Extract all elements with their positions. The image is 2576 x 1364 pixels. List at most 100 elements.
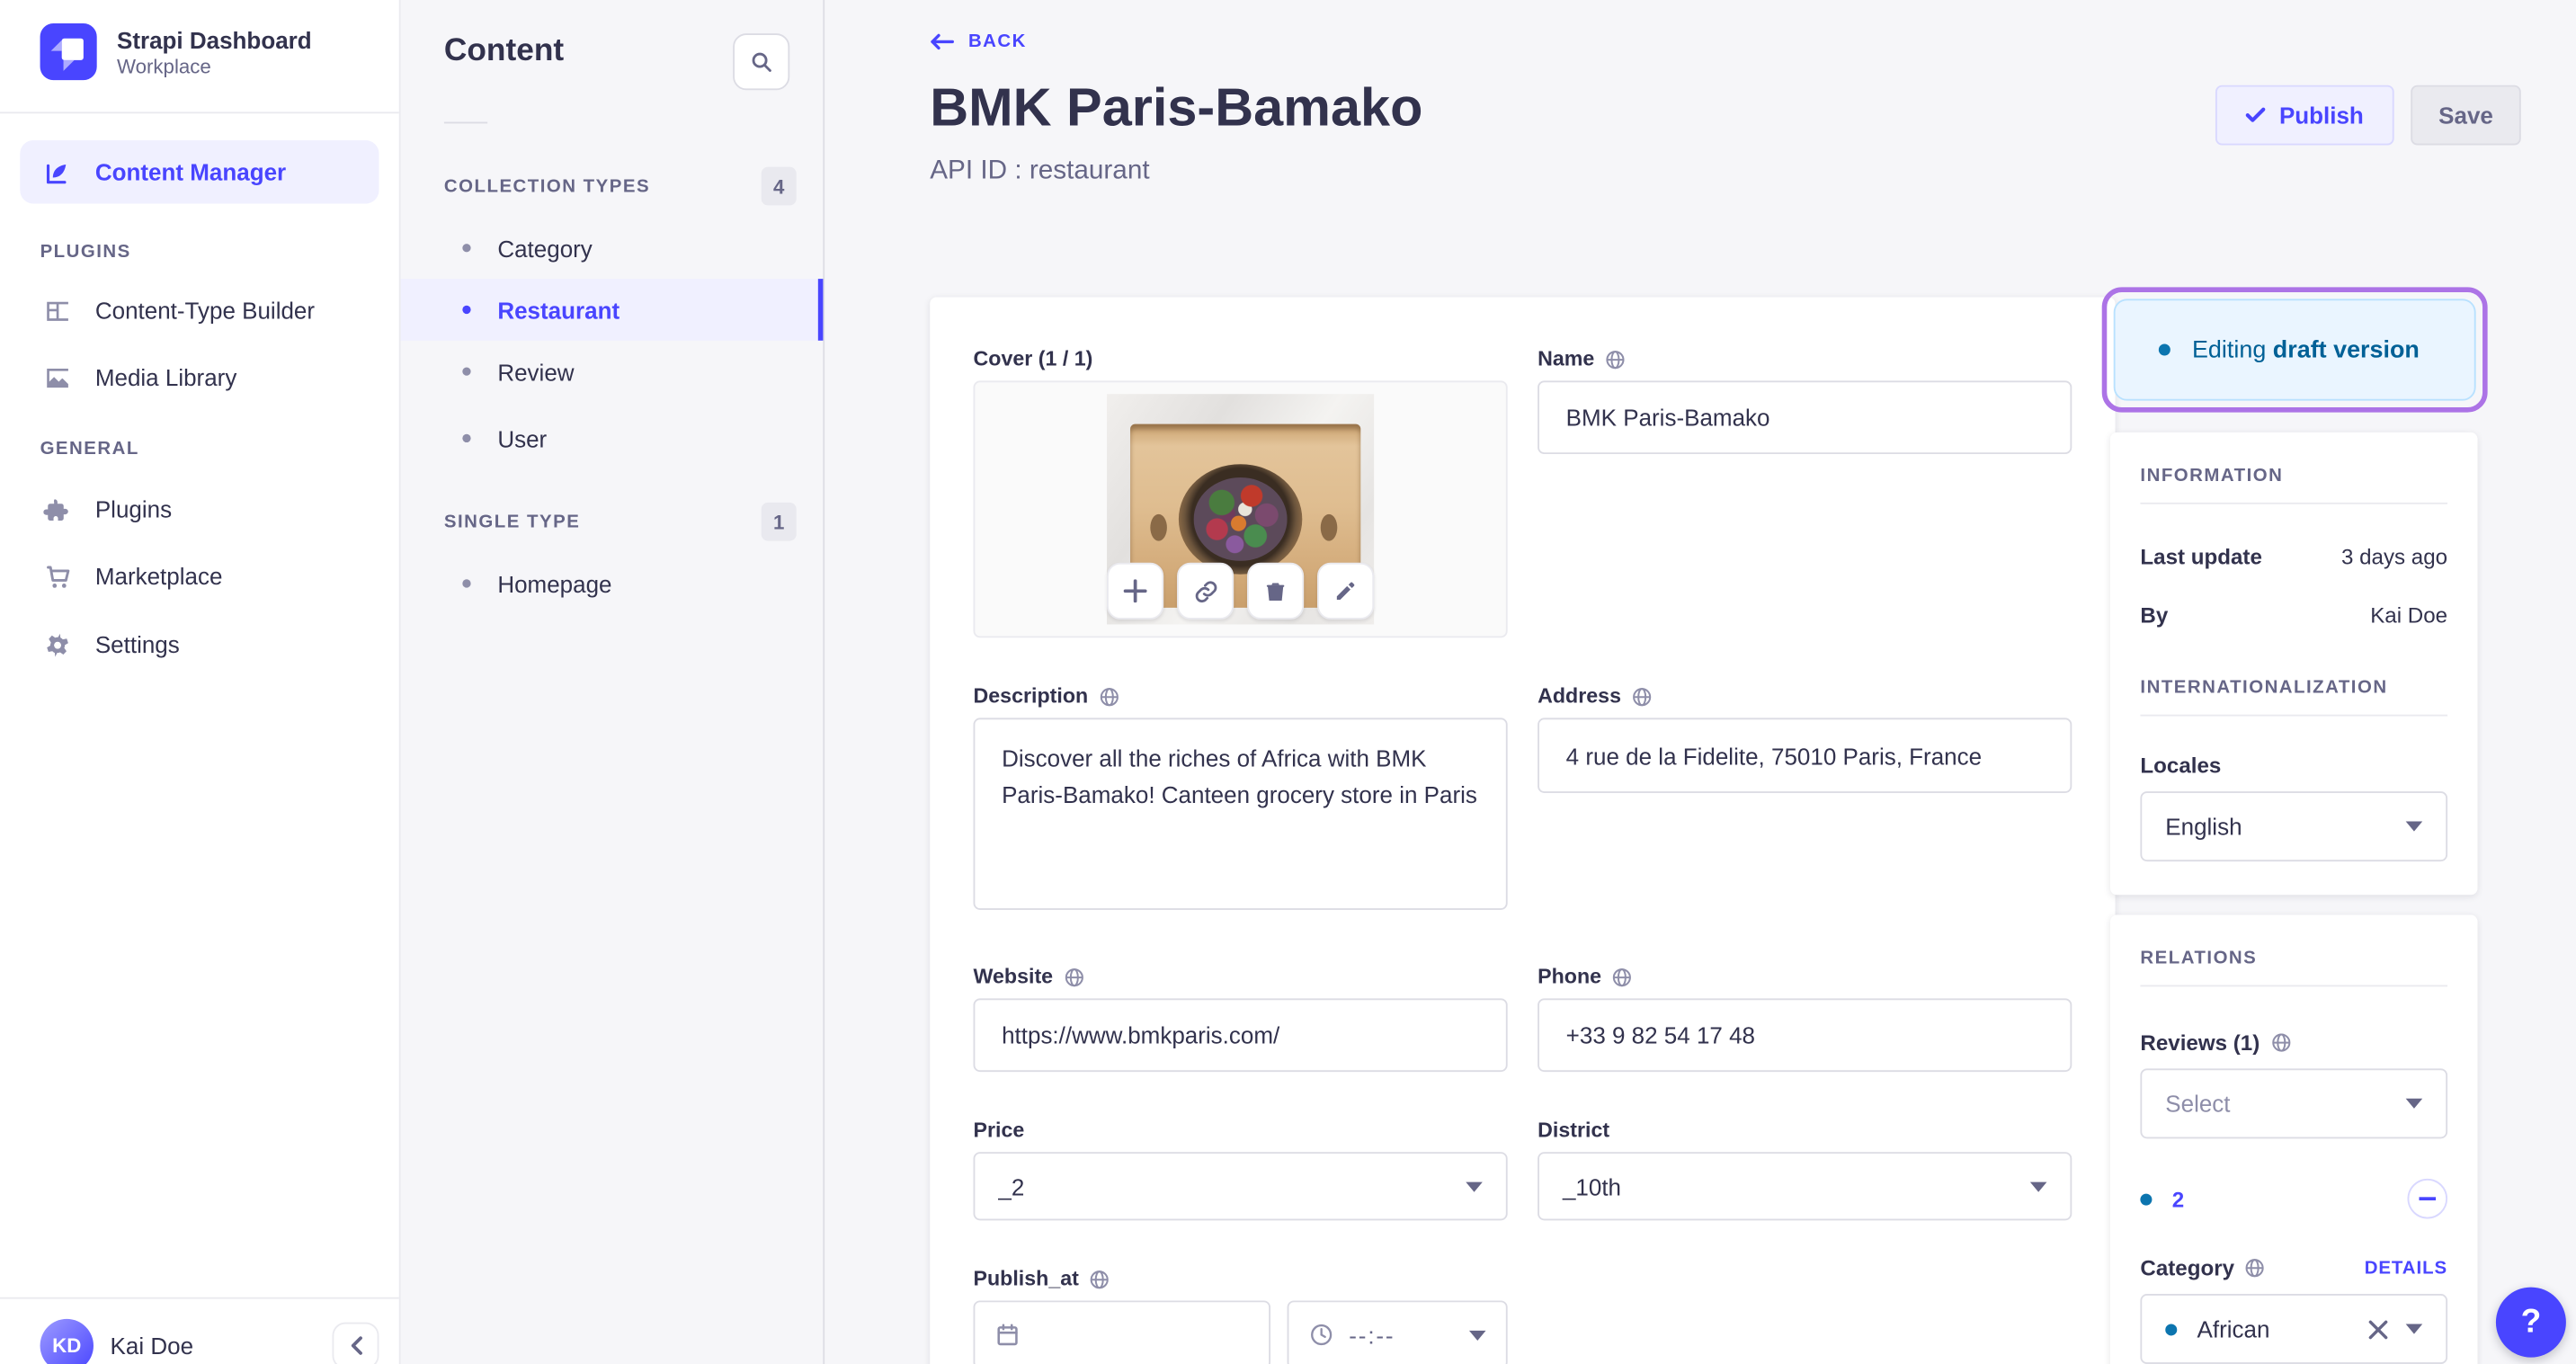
cart-icon [43,562,72,591]
category-label: Category [2140,1255,2266,1280]
sidebar-item-settings[interactable]: Settings [0,614,399,674]
subnav-item-category[interactable]: Category [401,217,824,279]
draft-status-text: Editing draft version [2191,336,2420,363]
globe-icon [1065,967,1083,986]
sidebar-item-label: Media Library [94,363,237,391]
cover-label: Cover (1 / 1) [973,347,1093,371]
district-field: District _10th [1538,1119,2072,1221]
details-link[interactable]: DETAILS [2364,1258,2448,1279]
publish-time-input[interactable]: --:-- [1287,1300,1508,1364]
search-button[interactable] [733,33,790,91]
globe-icon [1100,687,1119,706]
bullet-icon [462,433,471,443]
collection-types-header: COLLECTION TYPES 4 [444,166,797,206]
name-input[interactable] [1538,380,2072,455]
publish-at-label: Publish_at [974,1267,1508,1290]
divider [2140,714,2448,717]
pencil-icon [1336,582,1355,601]
relations-heading: RELATIONS [2140,948,2258,968]
collapse-sidebar-button[interactable] [332,1322,379,1364]
edit-media-button[interactable] [1317,562,1375,620]
strapi-logo-icon [40,22,97,81]
section-general: GENERAL [40,439,139,459]
price-field: Price _2 [973,1119,1508,1221]
draft-status-focus-ring: Editing draft version [2101,287,2488,413]
main-content: BACK BMK Paris-Bamako API ID : restauran… [824,0,2576,1364]
bullet-icon [462,367,471,376]
price-select[interactable]: _2 [973,1152,1508,1221]
publish-date-input[interactable] [973,1300,1271,1364]
cover-media-box [973,380,1508,638]
address-field: Address [1538,684,2072,918]
puzzle-icon [43,495,72,524]
bullet-icon [462,579,471,588]
user-row: KD Kai Doe [40,1317,379,1364]
brand: Strapi Dashboard Workplace [0,0,399,81]
relation-dot-icon [2165,1323,2178,1335]
subnav-item-restaurant[interactable]: Restaurant [400,279,824,341]
api-id-subtitle: API ID : restaurant [930,156,1150,186]
by-row: By Kai Doe [2140,602,2448,629]
page-title: BMK Paris-Bamako [930,76,1423,138]
locales-label: Locales [2140,753,2222,779]
chevron-left-icon [350,1336,361,1355]
address-label: Address [1538,684,2072,708]
back-link[interactable]: BACK [930,31,1027,52]
globe-icon [2271,1033,2290,1052]
sidebar-item-media-library[interactable]: Media Library [0,347,399,407]
district-select[interactable]: _10th [1538,1152,2072,1221]
divider [0,1297,399,1299]
content-subnav: Content COLLECTION TYPES 4 Category Rest… [400,0,825,1364]
category-select[interactable]: African [2140,1294,2448,1364]
price-label: Price [973,1119,1025,1143]
remove-relation-button[interactable] [2407,1178,2448,1219]
relations-card: RELATIONS Reviews (1) Select 2 [2109,914,2478,1364]
sidebar-item-marketplace[interactable]: Marketplace [0,546,399,606]
bullet-icon [462,244,471,253]
draft-status-banner: Editing draft version [2113,299,2476,401]
description-textarea[interactable]: Discover all the riches of Africa with B… [973,718,1508,910]
globe-icon [1606,350,1625,369]
globe-icon [1633,687,1652,706]
divider [2140,502,2448,504]
add-media-button[interactable] [1107,562,1164,620]
chevron-down-icon [1468,1329,1486,1341]
divider [0,111,399,114]
sidebar-item-content-type-builder[interactable]: Content-Type Builder [0,281,399,341]
chevron-down-icon [2405,1098,2423,1109]
globe-icon [1613,967,1632,986]
copy-link-button[interactable] [1177,562,1235,620]
main-sidebar: Strapi Dashboard Workplace Content Manag… [0,0,401,1364]
reviews-select[interactable]: Select [2140,1068,2448,1139]
sidebar-item-content-manager[interactable]: Content Manager [20,139,379,204]
locale-select[interactable]: English [2140,791,2448,862]
delete-media-button[interactable] [1247,562,1305,620]
trash-icon [1266,582,1285,601]
arrow-left-icon [931,33,954,50]
app-subtitle: Workplace [116,54,211,78]
address-input[interactable] [1538,718,2072,793]
sidebar-item-plugins[interactable]: Plugins [0,479,399,539]
help-button[interactable]: ? [2495,1287,2566,1358]
save-button[interactable]: Save [2411,85,2521,146]
category-header-row: Category DETAILS [2140,1255,2447,1280]
i18n-heading: INTERNATIONALIZATION [2140,677,2388,699]
relation-link[interactable]: 2 [2171,1186,2185,1212]
publish-at-field: Publish_at --:-- [973,1267,1508,1364]
clear-x-icon[interactable] [2367,1318,2389,1340]
website-input[interactable] [973,998,1508,1073]
subnav-item-user[interactable]: User [401,407,824,469]
description-label: Description [974,684,1508,708]
publish-button[interactable]: Publish [2215,85,2394,146]
search-icon [752,52,771,72]
description-field: Description Discover all the riches of A… [973,684,1508,918]
link-icon [1194,580,1217,602]
sidebar-item-label: Settings [94,630,180,658]
divider [443,121,488,124]
subnav-item-homepage[interactable]: Homepage [401,553,824,615]
phone-input[interactable] [1538,998,2072,1073]
collection-types-count-badge: 4 [761,166,797,206]
subnav-item-review[interactable]: Review [401,341,824,403]
chevron-down-icon [1466,1181,1483,1191]
